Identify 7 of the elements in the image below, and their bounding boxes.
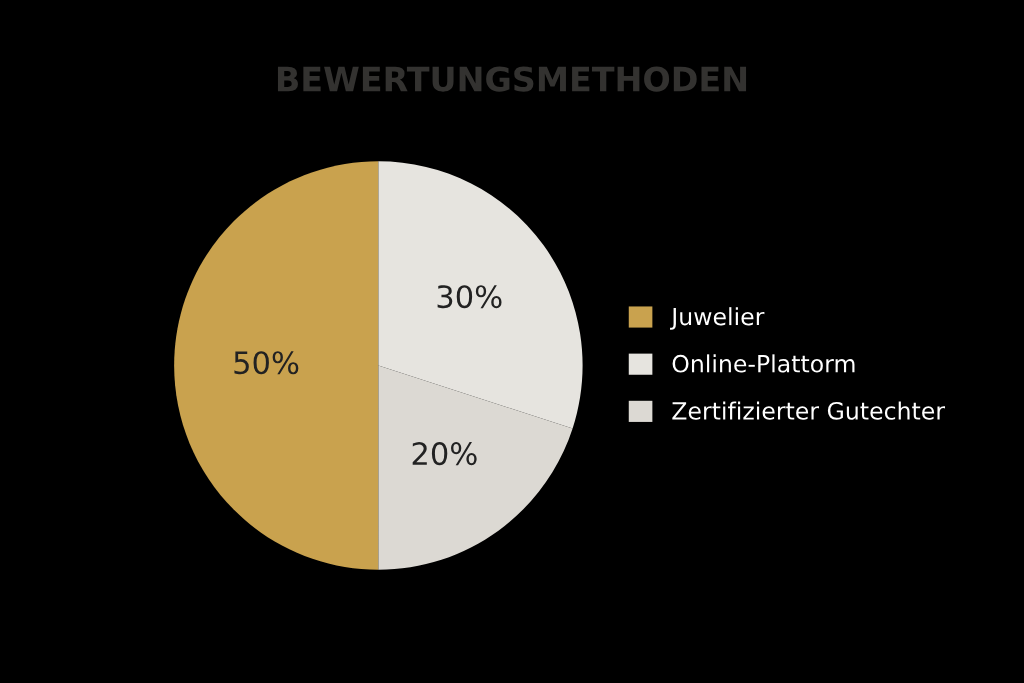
data-label: 30% <box>437 285 502 309</box>
pie-slice <box>174 161 379 570</box>
legend-label: Zertifizierter Gutechter <box>672 401 946 420</box>
data-label: 50% <box>234 351 299 375</box>
legend-label: Juwelier <box>670 307 765 330</box>
legend-label: Online-Plattorm <box>672 354 855 373</box>
data-label: 20% <box>412 442 477 466</box>
